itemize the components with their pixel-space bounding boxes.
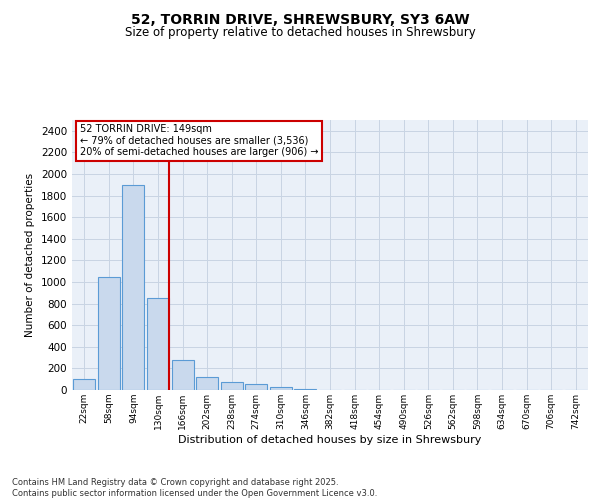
Bar — [221, 382, 243, 390]
Y-axis label: Number of detached properties: Number of detached properties — [25, 173, 35, 337]
Bar — [73, 379, 95, 390]
Text: Contains HM Land Registry data © Crown copyright and database right 2025.
Contai: Contains HM Land Registry data © Crown c… — [12, 478, 377, 498]
Text: 52, TORRIN DRIVE, SHREWSBURY, SY3 6AW: 52, TORRIN DRIVE, SHREWSBURY, SY3 6AW — [131, 12, 469, 26]
Text: 52 TORRIN DRIVE: 149sqm
← 79% of detached houses are smaller (3,536)
20% of semi: 52 TORRIN DRIVE: 149sqm ← 79% of detache… — [80, 124, 318, 157]
Bar — [172, 360, 194, 390]
X-axis label: Distribution of detached houses by size in Shrewsbury: Distribution of detached houses by size … — [178, 434, 482, 444]
Bar — [147, 298, 169, 390]
Bar — [295, 389, 316, 390]
Text: Size of property relative to detached houses in Shrewsbury: Size of property relative to detached ho… — [125, 26, 475, 39]
Bar — [245, 384, 268, 390]
Bar — [270, 387, 292, 390]
Bar — [98, 276, 120, 390]
Bar — [196, 376, 218, 390]
Bar — [122, 185, 145, 390]
